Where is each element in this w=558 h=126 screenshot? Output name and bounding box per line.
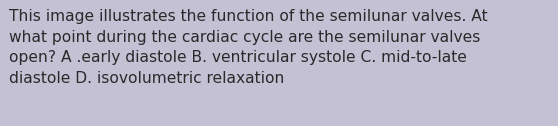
- Text: This image illustrates the function of the semilunar valves. At
what point durin: This image illustrates the function of t…: [9, 9, 488, 86]
